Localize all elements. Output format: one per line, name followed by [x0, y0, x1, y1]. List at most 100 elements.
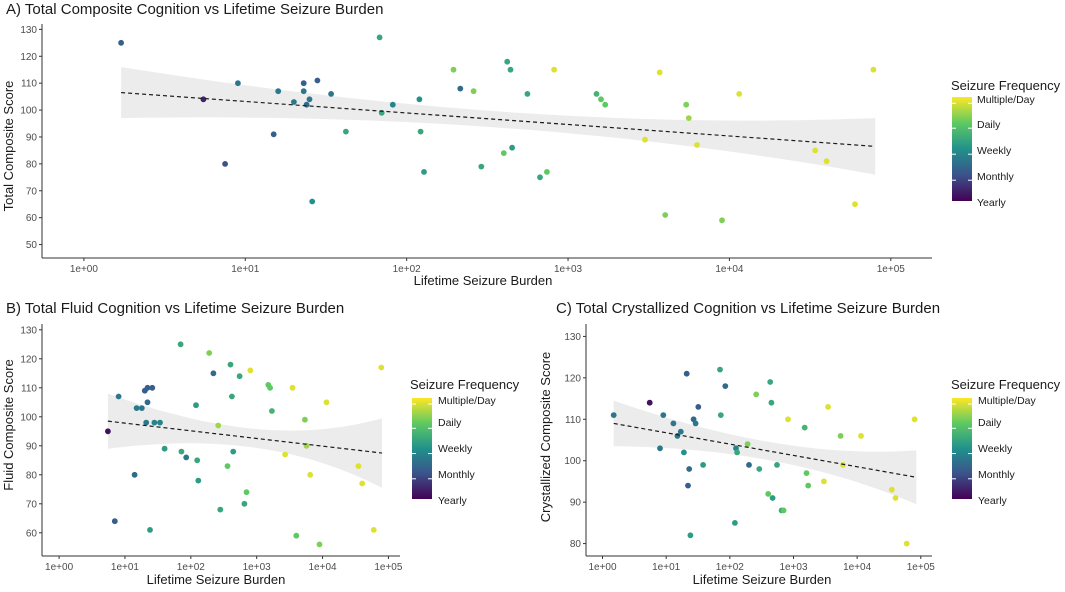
data-point: [870, 66, 877, 73]
data-point: [732, 520, 738, 526]
data-point: [734, 449, 740, 456]
legend-a-label-daily: Daily: [977, 119, 1001, 131]
data-point: [328, 91, 334, 97]
x-tick-label: 1e+04: [843, 562, 872, 573]
panel-a-plot: 50 60 70 80 90 100 110 120 130 1e+00 1e+01 1e+02 1e+…: [20, 24, 932, 275]
data-point: [685, 115, 692, 121]
data-point: [470, 88, 477, 95]
data-point: [765, 491, 772, 497]
data-point: [478, 163, 485, 170]
data-point: [686, 466, 693, 472]
x-tick-label: 1e+00: [45, 562, 74, 573]
data-point: [683, 101, 690, 108]
data-point: [359, 480, 366, 487]
y-tick-label: 100: [564, 456, 581, 467]
y-tick-label: 130: [564, 332, 581, 343]
legend-c: Seizure Frequency Multiple/Day Daily Wee…: [951, 377, 1061, 507]
legend-c-label-yearly: Yearly: [978, 495, 1008, 507]
data-point: [681, 449, 687, 456]
data-point: [355, 463, 362, 469]
data-point: [692, 420, 699, 427]
legend-c-label-weekly: Weekly: [978, 443, 1013, 455]
data-point: [309, 198, 316, 205]
data-point: [161, 445, 168, 452]
data-point: [774, 462, 780, 468]
legend-a: Seizure Frequency Multiple/Day Daily Wee…: [951, 78, 1061, 209]
data-point: [785, 416, 791, 423]
confidence-band: [121, 67, 876, 175]
legend-a-colorbar: [952, 97, 972, 201]
y-tick-label: 130: [20, 325, 37, 336]
y-tick-label: 70: [26, 499, 38, 510]
data-point: [417, 128, 424, 135]
data-point: [147, 527, 153, 533]
data-point: [683, 370, 690, 377]
y-tick-label: 100: [20, 412, 37, 423]
legend-c-title: Seizure Frequency: [951, 377, 1061, 392]
data-point: [657, 445, 663, 452]
x-tick-label: 1e+02: [177, 562, 206, 573]
trend-line: [613, 422, 917, 478]
data-point: [229, 393, 235, 400]
panel-a-title: A) Total Composite Cognition vs Lifetime…: [6, 1, 383, 18]
y-tick-label: 120: [20, 354, 37, 365]
data-point: [717, 366, 723, 373]
data-point: [306, 96, 313, 103]
data-point: [662, 212, 669, 218]
y-tick-label: 110: [565, 415, 581, 426]
y-tick-label: 80: [570, 539, 582, 550]
data-point: [227, 361, 234, 368]
data-point: [602, 101, 609, 108]
y-tick-label: 60: [26, 528, 38, 539]
x-tick-label: 1e+04: [308, 562, 337, 573]
legend-b-label-yearly: Yearly: [438, 495, 468, 507]
data-point: [524, 91, 531, 97]
x-tick-label: 1e+04: [715, 264, 744, 275]
data-point: [780, 507, 787, 514]
y-tick-label: 130: [20, 25, 37, 36]
y-tick-label: 120: [20, 52, 37, 63]
legend-a-label-multiple: Multiple/Day: [977, 94, 1036, 106]
data-point: [551, 66, 557, 73]
data-point: [719, 217, 725, 224]
data-point: [275, 88, 282, 95]
data-point: [823, 158, 830, 165]
data-point: [656, 69, 663, 76]
data-point: [138, 405, 145, 411]
data-point: [736, 91, 743, 97]
panel-b-xlabel: Lifetime Seizure Burden: [147, 572, 286, 587]
panel-b-ylabel: Fluid Composite Score: [1, 359, 16, 491]
legend-a-title: Seizure Frequency: [951, 78, 1061, 93]
data-point: [300, 88, 307, 95]
x-tick-label: 1e+03: [779, 562, 808, 573]
legend-a-label-yearly: Yearly: [977, 197, 1007, 209]
data-point: [222, 161, 229, 167]
data-point: [291, 99, 297, 105]
data-point: [282, 451, 288, 458]
data-point: [194, 457, 201, 464]
confidence-band: [107, 393, 383, 488]
x-tick-label: 1e+03: [243, 562, 272, 573]
data-point: [852, 201, 858, 208]
data-point: [509, 144, 515, 151]
data-point: [131, 471, 138, 478]
x-tick-label: 1e+05: [374, 562, 403, 573]
data-point: [593, 91, 600, 97]
data-point: [270, 131, 277, 138]
data-point: [118, 39, 124, 46]
data-point: [685, 482, 691, 489]
data-point: [892, 495, 899, 501]
data-point: [241, 500, 248, 507]
data-point: [746, 462, 752, 468]
data-point: [243, 489, 250, 496]
data-point: [753, 391, 760, 398]
data-point: [157, 419, 163, 426]
y-tick-label: 70: [26, 186, 38, 197]
data-point: [144, 399, 151, 406]
data-point: [247, 367, 254, 374]
data-point: [289, 384, 296, 391]
panel-b-title: B) Total Fluid Cognition vs Lifetime Sei…: [6, 300, 344, 317]
data-point: [133, 405, 140, 411]
data-point: [911, 416, 918, 423]
legend-b-label-weekly: Weekly: [438, 443, 473, 455]
